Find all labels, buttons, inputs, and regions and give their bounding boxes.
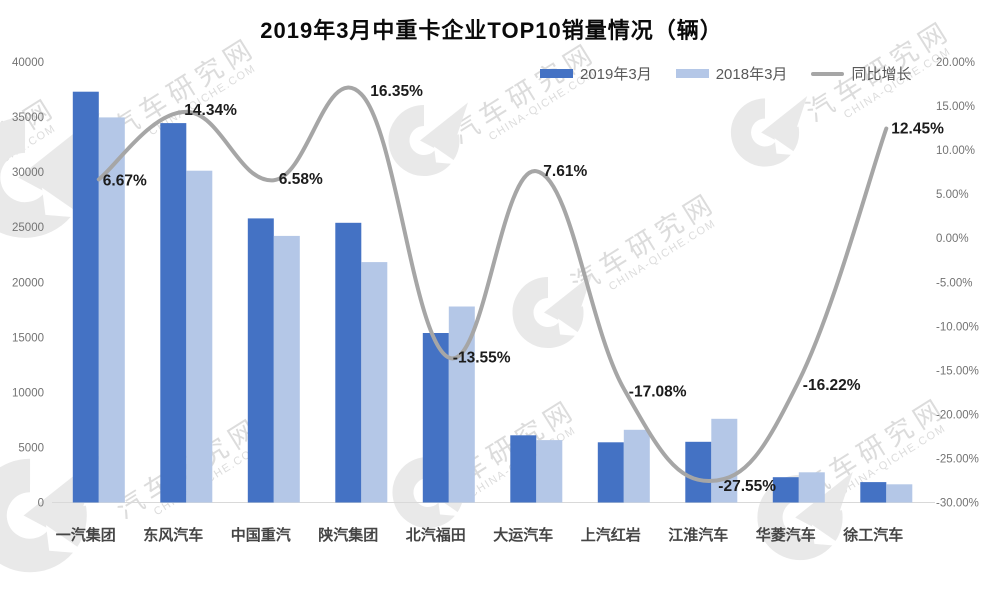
growth-label-1: 14.34% [184, 102, 237, 119]
bar-2019-1 [160, 123, 187, 503]
x-axis-label-4: 北汽福田 [406, 526, 466, 544]
legend-label-growth: 同比增长 [851, 66, 912, 83]
x-axis-label-6: 上汽红岩 [581, 526, 641, 544]
bar-2018-2 [273, 235, 300, 503]
left-axis-tick: 5000 [18, 442, 44, 454]
right-axis-tick: -25.00% [936, 453, 979, 465]
left-axis-tick: 25000 [12, 222, 44, 234]
x-axis-label-5: 大运汽车 [493, 526, 553, 544]
bar-2019-0 [72, 91, 99, 503]
left-axis-tick: 30000 [12, 167, 44, 179]
right-axis-tick: 5.00% [936, 189, 969, 201]
legend-label-2018: 2018年3月 [715, 66, 788, 83]
x-axis-label-7: 江淮汽车 [668, 526, 728, 544]
right-axis-tick: -20.00% [936, 409, 979, 421]
right-axis-tick: 15.00% [936, 101, 975, 113]
bar-2018-9 [886, 484, 913, 503]
left-axis-tick: 10000 [12, 387, 44, 399]
legend-item-growth: 同比增长 [811, 63, 911, 84]
bar-2018-1 [186, 170, 213, 503]
bar-2018-0 [98, 117, 125, 503]
x-axis-label-9: 徐工汽车 [842, 526, 903, 544]
right-axis-tick: 0.00% [936, 233, 969, 245]
growth-label-8: -16.22% [803, 377, 861, 394]
legend-item-2019: 2019年3月 [540, 63, 652, 84]
legend-item-2018: 2018年3月 [675, 63, 788, 84]
growth-label-3: 16.35% [370, 83, 423, 100]
x-axis-label-0: 一汽集团 [56, 526, 116, 544]
legend-label-2019: 2019年3月 [580, 66, 652, 83]
growth-label-6: -17.08% [629, 384, 687, 401]
bar-2019-9 [860, 482, 887, 503]
bar-2019-8 [772, 477, 799, 503]
bar-2018-6 [623, 429, 650, 503]
growth-label-4: -13.55% [453, 350, 511, 367]
bar-2018-3 [361, 262, 388, 503]
growth-line [96, 85, 889, 483]
legend-swatch-2019 [540, 69, 573, 78]
bar-2019-4 [422, 333, 449, 503]
right-axis-tick: -5.00% [936, 277, 972, 289]
right-axis-tick: -15.00% [936, 365, 979, 377]
left-axis-tick: 35000 [12, 112, 44, 124]
bar-2018-5 [536, 440, 563, 503]
x-axis-label-3: 陕汽集团 [318, 526, 378, 544]
chart-legend: 2019年3月 2018年3月 同比增长 [540, 63, 911, 84]
growth-label-0: 6.67% [103, 172, 147, 189]
legend-swatch-growth [811, 71, 845, 76]
left-axis-tick: 0 [38, 498, 44, 510]
right-axis-tick: -10.00% [936, 321, 979, 333]
bar-2019-6 [597, 442, 624, 503]
bar-2019-2 [247, 218, 274, 503]
bar-2018-8 [798, 472, 825, 503]
right-axis-tick: 20.00% [936, 57, 975, 69]
left-axis-tick: 40000 [12, 57, 44, 69]
bar-2019-5 [510, 435, 537, 503]
right-axis-tick: 10.00% [936, 145, 975, 157]
left-axis-tick: 20000 [12, 277, 44, 289]
chart-title: 2019年3月中重卡企业TOP10销量情况（辆） [260, 18, 723, 43]
left-axis-tick: 15000 [12, 332, 44, 344]
bar-2018-7 [711, 418, 738, 503]
x-axis-label-8: 华菱汽车 [756, 526, 816, 544]
bar-2019-3 [335, 222, 362, 503]
x-axis-label-1: 东风汽车 [143, 526, 203, 544]
chart-canvas: { "page": { "title": "2019年3月中重卡企业TOP10销… [0, 14, 979, 573]
legend-swatch-2018 [675, 69, 709, 78]
growth-label-9: 12.45% [891, 121, 944, 138]
growth-label-7: -27.55% [718, 478, 776, 495]
right-axis-tick: -30.00% [936, 498, 979, 510]
bar-2019-7 [685, 441, 712, 503]
growth-label-2: 6.58% [279, 171, 323, 188]
x-axis-label-2: 中国重汽 [231, 526, 291, 544]
growth-label-5: 7.61% [543, 163, 587, 180]
sales-chart: 40000 35000 30000 25000 20000 15000 10000 5000 0… [12, 57, 979, 544]
